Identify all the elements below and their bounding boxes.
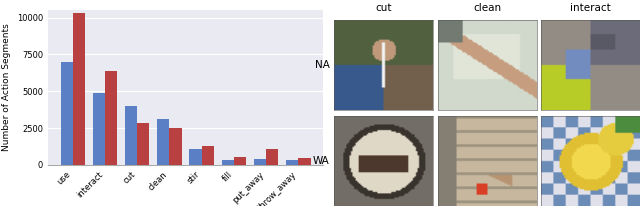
Bar <box>125 106 137 165</box>
Y-axis label: Number of Action Segments: Number of Action Segments <box>3 24 12 151</box>
Text: cut: cut <box>376 4 392 13</box>
Text: interact: interact <box>570 4 611 13</box>
Bar <box>221 160 234 165</box>
Text: NA: NA <box>315 60 330 70</box>
Bar <box>234 157 246 165</box>
Bar <box>170 128 182 165</box>
Bar <box>73 13 85 165</box>
Bar <box>202 146 214 165</box>
Bar <box>189 149 202 165</box>
Bar <box>286 160 298 165</box>
Bar <box>266 149 278 165</box>
Bar <box>298 158 310 165</box>
Bar <box>137 123 150 165</box>
Text: clean: clean <box>473 4 501 13</box>
Bar <box>105 71 117 165</box>
Bar <box>254 159 266 165</box>
Bar <box>93 93 105 165</box>
Bar <box>61 62 73 165</box>
Text: WA: WA <box>313 156 330 166</box>
Bar <box>157 119 170 165</box>
